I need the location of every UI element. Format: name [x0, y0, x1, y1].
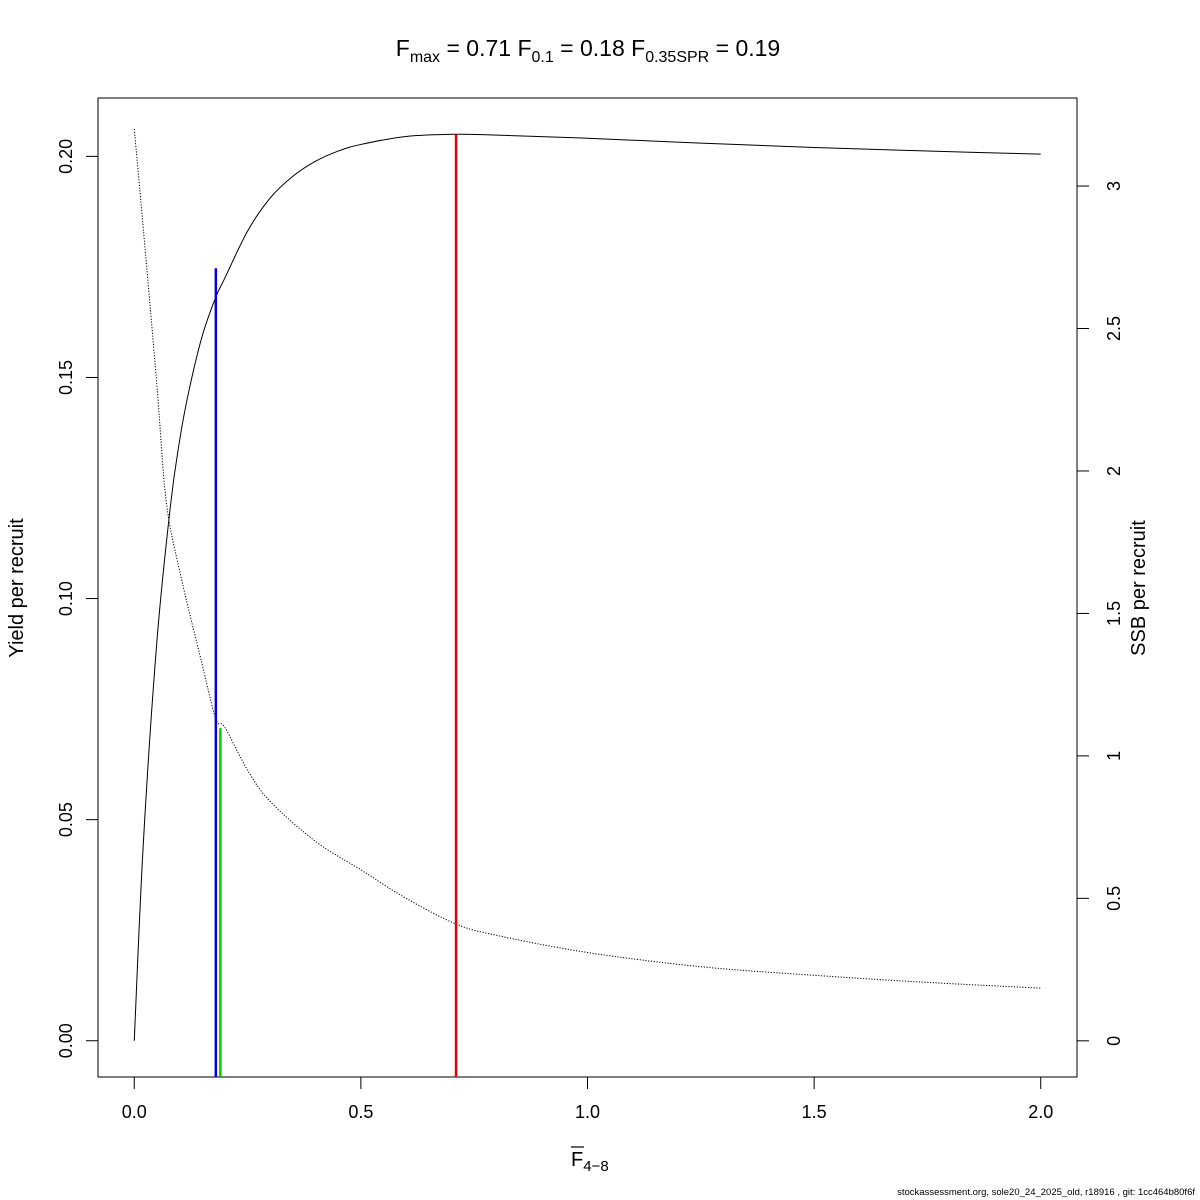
- x-axis: 0.0 0.5 1.0 1.5 2.0: [122, 1076, 1053, 1122]
- y-left-tick-label: 0.20: [56, 139, 76, 174]
- title-fmax-base: F: [396, 35, 410, 61]
- y-right-tick-label: 1: [1104, 751, 1124, 761]
- title-fmax-value: 0.71: [466, 35, 511, 61]
- x-label-base: F: [571, 1149, 583, 1171]
- y-left-tick-label: 0.10: [56, 581, 76, 616]
- title-fspr-sub: 0.35SPR: [645, 49, 709, 66]
- ssb-per-recruit-line: [133, 129, 1041, 989]
- x-axis-label: F4−8: [571, 1149, 609, 1175]
- x-tick-label: 0.5: [348, 1102, 373, 1122]
- footer-text: stockassessment.org, sole20_24_2025_old,…: [897, 1187, 1195, 1198]
- y-right-tick-label: 1.5: [1104, 601, 1124, 626]
- x-tick-label: 1.0: [575, 1102, 600, 1122]
- y-right-tick-label: 0.5: [1104, 886, 1124, 911]
- y-right-tick-label: 2: [1104, 466, 1124, 476]
- reference-lines: [214, 134, 458, 1077]
- chart-title: Fmax = 0.71 F0.1 = 0.18 F0.35SPR = 0.19: [396, 35, 780, 66]
- y-right-axis: 0 0.5 1 1.5 2 2.5 3: [1076, 181, 1124, 1046]
- title-f01-value: 0.18: [580, 35, 625, 61]
- series-layer: [133, 129, 1041, 1041]
- x-tick-label: 1.5: [802, 1102, 827, 1122]
- y-left-tick-label: 0.05: [56, 802, 76, 837]
- y-right-tick-label: 2.5: [1104, 316, 1124, 341]
- title-f01-sub: 0.1: [532, 49, 554, 66]
- x-tick-label: 0.0: [122, 1102, 147, 1122]
- title-fmax-sub: max: [410, 49, 440, 66]
- y-left-tick-label: 0.00: [56, 1023, 76, 1058]
- title-fspr-value: 0.19: [735, 35, 780, 61]
- title-fspr-base: F: [631, 35, 645, 61]
- yield-per-recruit-line: [133, 133, 1041, 1041]
- y-left-axis: 0.00 0.05 0.10 0.15 0.20: [56, 139, 99, 1058]
- y-left-tick-label: 0.15: [56, 360, 76, 395]
- y-left-axis-label: Yield per recruit: [6, 518, 28, 658]
- title-f01-base: F: [517, 35, 531, 61]
- plot-frame: [97, 97, 1078, 1078]
- y-right-tick-label: 3: [1104, 181, 1124, 191]
- y-right-axis-label: SSB per recruit: [1128, 520, 1150, 656]
- y-right-tick-label: 0: [1104, 1036, 1124, 1046]
- x-label-sub: 4−8: [583, 1158, 608, 1175]
- x-tick-label: 2.0: [1028, 1102, 1053, 1122]
